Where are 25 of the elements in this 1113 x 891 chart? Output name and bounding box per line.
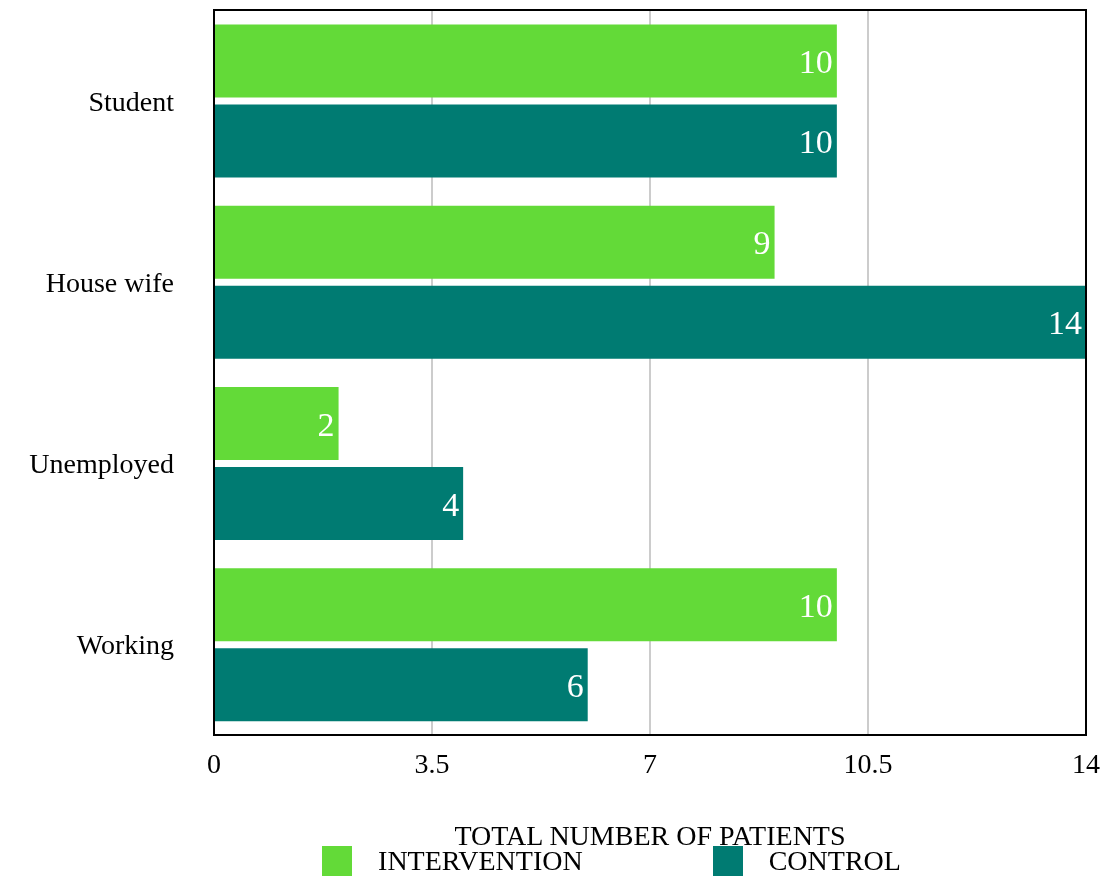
y-tick-label: Unemployed (29, 448, 174, 480)
x-tick-label: 7 (643, 747, 657, 779)
data-label: 10 (798, 586, 833, 624)
bar (214, 568, 837, 642)
y-tick-label: House wife (45, 266, 174, 298)
data-label: 10 (798, 123, 833, 161)
bar (214, 24, 837, 98)
bar (214, 648, 588, 722)
bar (214, 285, 1086, 359)
bar (214, 467, 464, 540)
y-tick-label: Working (76, 629, 174, 661)
x-tick-label: 3.5 (414, 747, 450, 779)
data-label: 10 (798, 43, 833, 81)
data-label: 4 (442, 485, 460, 523)
x-tick-label: 14 (1072, 747, 1100, 779)
x-tick-label: 0 (207, 747, 221, 779)
y-tick-label: Student (88, 85, 175, 117)
data-label: 14 (1048, 304, 1082, 342)
bar (214, 387, 339, 460)
data-label: 6 (566, 666, 584, 704)
x-tick-label: 10.5 (843, 747, 893, 779)
bar (214, 205, 775, 279)
bar (214, 104, 837, 178)
data-label: 9 (753, 224, 771, 262)
data-label: 2 (317, 405, 335, 443)
